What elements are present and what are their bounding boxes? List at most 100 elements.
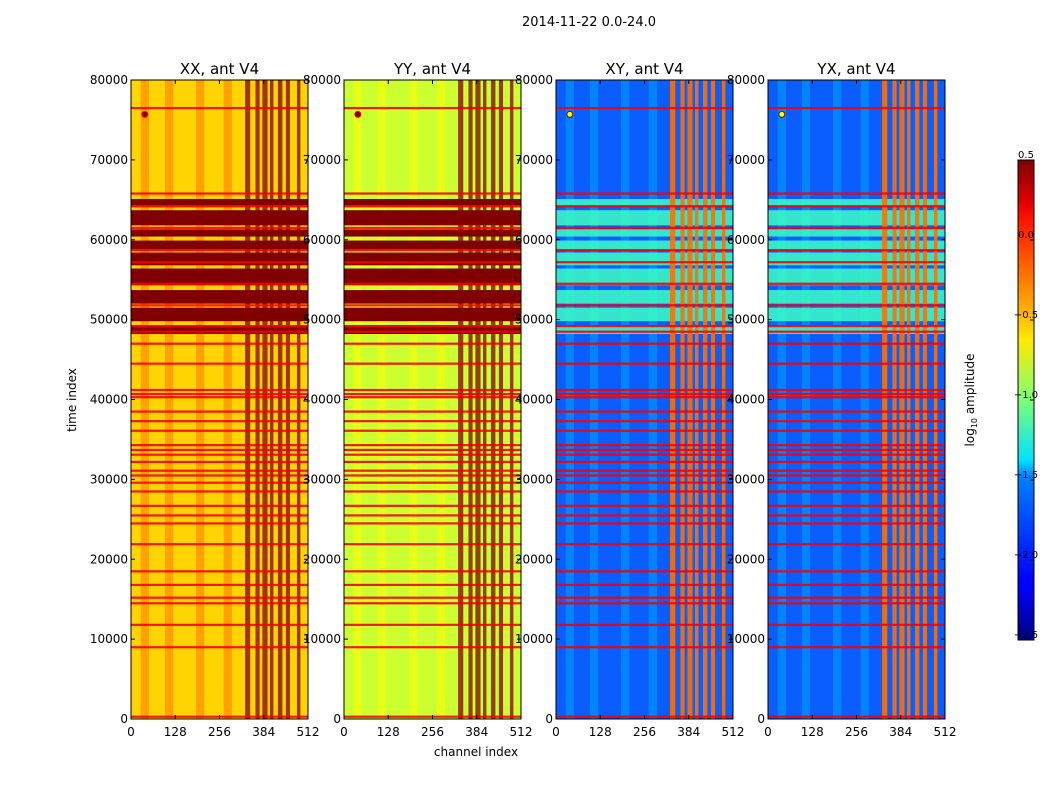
flagged-row bbox=[344, 469, 521, 472]
panel-3: XY, ant V4 0 128 256 384 512 0 10000 20000 30000 4… bbox=[515, 60, 745, 739]
colorbar-tick-label: −1.0 bbox=[1014, 390, 1038, 401]
flagged-row bbox=[344, 623, 521, 626]
flagged-row bbox=[768, 570, 945, 573]
x-tick-label: 384 bbox=[677, 725, 700, 739]
y-tick-label: 80000 bbox=[727, 73, 765, 87]
y-tick-label: 50000 bbox=[727, 313, 765, 327]
flagged-row bbox=[768, 192, 945, 195]
flagged-row bbox=[768, 646, 945, 649]
y-tick-label: 20000 bbox=[727, 552, 765, 566]
rfi-channel-band bbox=[899, 80, 905, 719]
flagged-row bbox=[556, 514, 733, 517]
rfi-channel-band bbox=[245, 80, 251, 719]
saturated-band bbox=[131, 199, 308, 206]
point-source bbox=[354, 110, 362, 118]
rfi-channel-band bbox=[277, 80, 283, 719]
channel-stripe bbox=[801, 80, 811, 719]
flagged-row bbox=[131, 469, 308, 472]
flagged-row bbox=[768, 623, 945, 626]
flagged-row bbox=[556, 623, 733, 626]
flagged-row bbox=[556, 570, 733, 573]
flagged-row bbox=[131, 448, 308, 452]
channel-stripe bbox=[195, 80, 205, 719]
y-tick-label: 40000 bbox=[90, 393, 128, 407]
flagged-row bbox=[556, 249, 733, 252]
flagged-row bbox=[131, 444, 308, 447]
flagged-row bbox=[556, 481, 733, 484]
flagged-row bbox=[556, 474, 733, 477]
rfi-channel-band bbox=[892, 80, 897, 719]
flagged-row bbox=[344, 388, 521, 392]
flagged-row bbox=[131, 226, 308, 229]
colorbar-ticks: 0.5 0.0 −0.5 −1.0 −1.5 −2.0 −2.5 bbox=[1014, 150, 1038, 641]
flagged-row bbox=[131, 481, 308, 484]
colorbar-label: log10 amplitude bbox=[963, 354, 979, 447]
y-tick-label: 10000 bbox=[90, 632, 128, 646]
y-axis-label: time index bbox=[65, 368, 79, 432]
channel-stripe bbox=[832, 80, 842, 719]
flagged-row bbox=[344, 522, 521, 525]
flagged-row bbox=[768, 583, 945, 587]
channel-stripe bbox=[140, 80, 149, 719]
y-tick-label: 20000 bbox=[90, 552, 128, 566]
saturated-band bbox=[768, 199, 945, 206]
y-tick-label: 0 bbox=[333, 712, 341, 726]
y-tick-label: 10000 bbox=[303, 632, 341, 646]
x-axis-label: channel index bbox=[434, 745, 518, 759]
rfi-channel-band bbox=[882, 80, 888, 719]
saturated-band bbox=[768, 229, 945, 237]
flagged-row bbox=[768, 490, 945, 493]
y-tick-label: 50000 bbox=[515, 313, 553, 327]
rfi-channel-band bbox=[694, 80, 699, 719]
rfi-channel-band bbox=[906, 80, 911, 719]
colorbar-tick-label: 0.5 bbox=[1018, 150, 1034, 161]
x-tick-label: 256 bbox=[633, 725, 656, 739]
x-tick-label: 512 bbox=[510, 725, 533, 739]
flagged-row bbox=[344, 330, 521, 333]
flagged-row bbox=[768, 474, 945, 477]
flagged-row bbox=[556, 282, 733, 285]
y-tick-label: 40000 bbox=[727, 393, 765, 407]
saturated-band bbox=[768, 325, 945, 335]
y-tick-label: 40000 bbox=[515, 393, 553, 407]
y-tick-label: 70000 bbox=[90, 153, 128, 167]
flagged-row bbox=[768, 261, 945, 264]
flagged-row bbox=[768, 410, 945, 413]
flagged-row bbox=[344, 325, 521, 328]
channel-stripe bbox=[353, 80, 362, 719]
flagged-row bbox=[344, 504, 521, 507]
channel-stripe bbox=[223, 80, 232, 719]
rfi-channel-band bbox=[262, 80, 268, 719]
rfi-channel-band bbox=[680, 80, 685, 719]
flagged-row bbox=[344, 596, 521, 599]
colorbar-tick-label: 0.0 bbox=[1018, 230, 1034, 241]
flagged-row bbox=[344, 420, 521, 423]
flagged-row bbox=[768, 205, 945, 208]
flagged-row bbox=[344, 261, 521, 264]
flagged-row bbox=[556, 304, 733, 307]
flagged-row bbox=[556, 420, 733, 423]
channel-stripe bbox=[436, 80, 445, 719]
flagged-row bbox=[768, 543, 945, 546]
rfi-channel-band bbox=[482, 80, 487, 719]
flagged-row bbox=[556, 504, 733, 507]
x-tick-label: 384 bbox=[465, 725, 488, 739]
flagged-row bbox=[344, 226, 521, 229]
flagged-row bbox=[344, 106, 521, 110]
flagged-row bbox=[344, 192, 521, 195]
flagged-row bbox=[344, 453, 521, 456]
flagged-row bbox=[344, 583, 521, 587]
panel-title: XY, ant V4 bbox=[605, 60, 683, 78]
flagged-row bbox=[768, 429, 945, 432]
point-source bbox=[566, 110, 574, 118]
flagged-row bbox=[344, 490, 521, 493]
flagged-row bbox=[131, 261, 308, 264]
y-tick-label: 30000 bbox=[515, 472, 553, 486]
x-tick-label: 512 bbox=[934, 725, 957, 739]
flagged-row bbox=[131, 602, 308, 605]
rfi-channel-band bbox=[721, 80, 726, 719]
y-tick-label: 80000 bbox=[515, 73, 553, 87]
flagged-row bbox=[131, 543, 308, 546]
colorbar-tick-label: −0.5 bbox=[1014, 310, 1038, 321]
